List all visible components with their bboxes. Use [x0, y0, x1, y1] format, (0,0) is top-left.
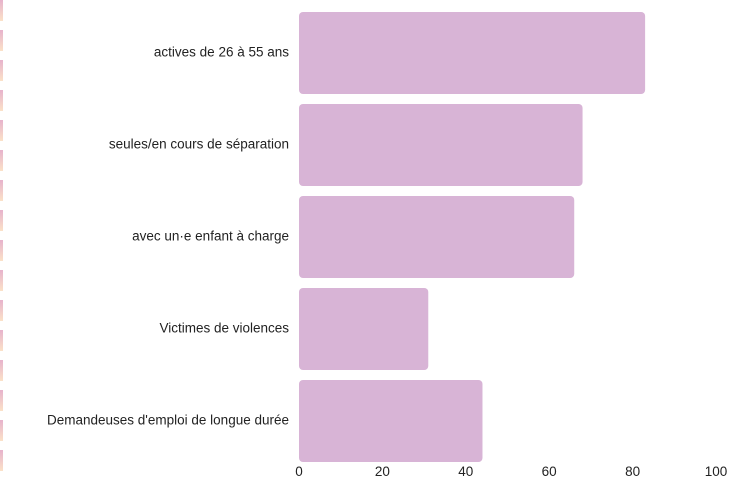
- bar: [299, 12, 645, 94]
- category-labels: actives de 26 à 55 ans seules/en cours de…: [47, 45, 289, 428]
- bar: [299, 380, 482, 462]
- category-label: Demandeuses d'emploi de longue durée: [47, 413, 289, 428]
- x-tick-label: 60: [542, 464, 557, 479]
- bar: [299, 196, 574, 278]
- x-tick-label: 40: [458, 464, 473, 479]
- category-label: seules/en cours de séparation: [109, 137, 289, 152]
- bar: [299, 288, 428, 370]
- category-label: actives de 26 à 55 ans: [154, 45, 289, 60]
- category-label: avec un·e enfant à charge: [132, 229, 289, 244]
- x-axis-ticks: 0 20 40 60 80 100: [295, 464, 727, 479]
- category-label: Victimes de violences: [159, 321, 289, 336]
- bar: [299, 104, 583, 186]
- x-tick-label: 80: [625, 464, 640, 479]
- x-tick-label: 100: [705, 464, 728, 479]
- bars-group: [299, 12, 645, 462]
- x-tick-label: 20: [375, 464, 390, 479]
- x-tick-label: 0: [295, 464, 303, 479]
